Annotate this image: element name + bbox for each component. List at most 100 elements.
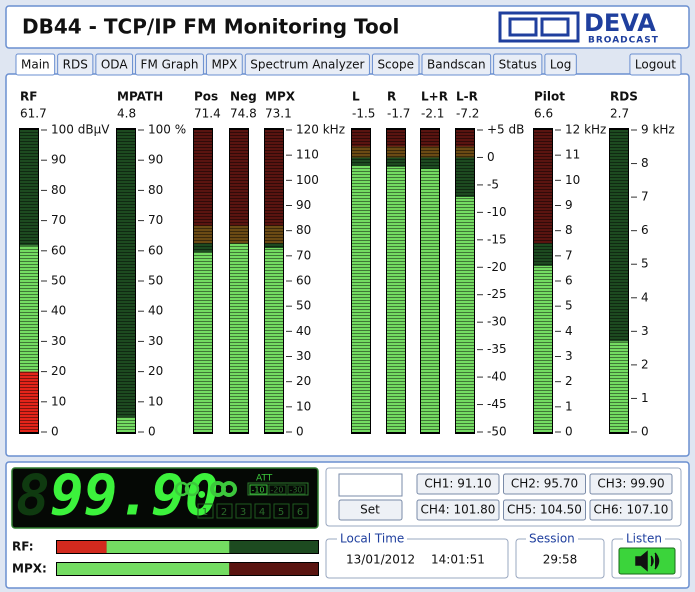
tick-label: 0 <box>51 425 59 439</box>
level-label: MPX: <box>12 562 47 576</box>
channel-button[interactable]: CH2: 95.70 <box>503 473 586 495</box>
meter-value: -7.2 <box>456 107 479 121</box>
tab-label[interactable]: ODA <box>101 58 128 72</box>
logout-button[interactable]: Logout <box>629 53 682 76</box>
slot-label: 2 <box>221 507 227 518</box>
tick-label: 120 kHz <box>296 123 345 137</box>
att-box <box>287 484 306 495</box>
tab-bg[interactable] <box>371 53 420 76</box>
level-bars: RF: MPX: <box>12 540 319 576</box>
tick-label: 6 <box>641 223 649 237</box>
level-zone <box>229 563 318 575</box>
tab-label[interactable]: RDS <box>63 58 88 72</box>
meter-value: -2.1 <box>421 107 444 121</box>
meter-name: L-R <box>456 90 478 104</box>
channel-label[interactable]: CH3: 99.90 <box>597 477 664 491</box>
channel-label[interactable]: CH4: 101.80 <box>421 503 496 517</box>
listen: Listen <box>611 532 682 579</box>
frequency-input[interactable] <box>338 473 403 497</box>
meter-value: 74.8 <box>230 107 257 121</box>
tick-label: 20 <box>296 374 311 388</box>
channel-button[interactable]: CH5: 104.50 <box>503 499 586 521</box>
tick-label: 0 <box>487 150 495 164</box>
channel-bg[interactable] <box>503 473 586 495</box>
speaker-icon[interactable] <box>635 550 660 572</box>
tick-label: 90 <box>148 153 163 167</box>
logout-label[interactable]: Logout <box>635 58 676 72</box>
channel-label[interactable]: CH2: 95.70 <box>511 477 578 491</box>
meter-name: Pilot <box>534 90 565 104</box>
slot-label: 6 <box>297 507 303 518</box>
tab-bg[interactable] <box>493 53 543 76</box>
tab-bg[interactable] <box>205 53 243 76</box>
channel-bg[interactable] <box>416 473 500 495</box>
tab[interactable]: ODA <box>95 53 134 76</box>
channel-bg[interactable] <box>589 499 673 521</box>
tick-label: 5 <box>565 299 573 313</box>
channel-bg[interactable] <box>589 473 673 495</box>
meter-value: -1.7 <box>387 107 410 121</box>
tick-label: 70 <box>296 248 311 262</box>
tab[interactable]: Spectrum Analyzer <box>244 53 370 76</box>
att-value: -30 <box>289 486 302 495</box>
channel-bg[interactable] <box>503 499 586 521</box>
tab-label[interactable]: Spectrum Analyzer <box>250 58 364 72</box>
tab-label[interactable]: Log <box>550 58 571 72</box>
channel-button[interactable]: CH3: 99.90 <box>589 473 673 495</box>
tab-bg[interactable] <box>95 53 134 76</box>
tab[interactable]: Status <box>493 53 543 76</box>
channel-bg[interactable] <box>416 499 500 521</box>
set-label[interactable]: Set <box>360 503 380 517</box>
tick-label: 40 <box>296 324 311 338</box>
set-button[interactable]: Set <box>338 499 403 521</box>
tab-label[interactable]: FM Graph <box>141 58 199 72</box>
slot-box <box>197 503 214 519</box>
tab-label[interactable]: MPX <box>211 58 237 72</box>
tab-bg[interactable] <box>544 53 577 76</box>
channel-label[interactable]: CH1: 91.10 <box>424 477 491 491</box>
tab-label[interactable]: Scope <box>377 58 414 72</box>
tab[interactable]: RDS <box>57 53 94 76</box>
tab-bg[interactable] <box>15 53 56 76</box>
tab-bg[interactable] <box>421 53 492 76</box>
header <box>5 5 690 49</box>
channel-button[interactable]: CH6: 107.10 <box>589 499 673 521</box>
tab[interactable]: Main <box>15 53 56 76</box>
legend-bg <box>526 533 578 545</box>
tab-label[interactable]: Status <box>499 58 537 72</box>
level-fill <box>106 541 230 553</box>
channel-label[interactable]: CH6: 107.10 <box>594 503 669 517</box>
logout-bg[interactable] <box>629 53 682 76</box>
channel-button[interactable]: CH1: 91.10 <box>416 473 500 495</box>
set-button-bg[interactable] <box>338 499 403 521</box>
channel-label[interactable]: CH5: 104.50 <box>507 503 582 517</box>
meter-stripes <box>610 130 628 432</box>
tab-bg[interactable] <box>244 53 370 76</box>
tab[interactable]: MPX <box>205 53 243 76</box>
tick-label: 1 <box>565 399 573 413</box>
tab[interactable]: Log <box>544 53 577 76</box>
meter-value: 2.7 <box>610 107 629 121</box>
level-label: RF: <box>12 540 34 554</box>
tab[interactable]: FM Graph <box>135 53 204 76</box>
tick-label: 10 <box>565 173 580 187</box>
meter-stripes <box>421 130 439 432</box>
tick-label: 80 <box>296 223 311 237</box>
tick-label: -35 <box>487 342 507 356</box>
slot-label: 1 <box>202 507 208 518</box>
slot-box <box>292 503 309 519</box>
tab-bg[interactable] <box>57 53 94 76</box>
tick-label: 6 <box>565 274 573 288</box>
tick-label: 12 kHz <box>565 123 606 137</box>
tab-bg[interactable] <box>135 53 204 76</box>
tab-label[interactable]: Bandscan <box>427 58 486 72</box>
tick-label: 50 <box>296 299 311 313</box>
tab-label[interactable]: Main <box>21 58 50 72</box>
logo-tagline: BROADCAST <box>588 36 659 46</box>
att-label: ATT <box>256 474 273 484</box>
channel-button[interactable]: CH4: 101.80 <box>416 499 500 521</box>
tab[interactable]: Bandscan <box>421 53 492 76</box>
tab[interactable]: Scope <box>371 53 420 76</box>
session-label: Session <box>529 532 575 546</box>
tick-label: +5 dB <box>487 123 524 137</box>
